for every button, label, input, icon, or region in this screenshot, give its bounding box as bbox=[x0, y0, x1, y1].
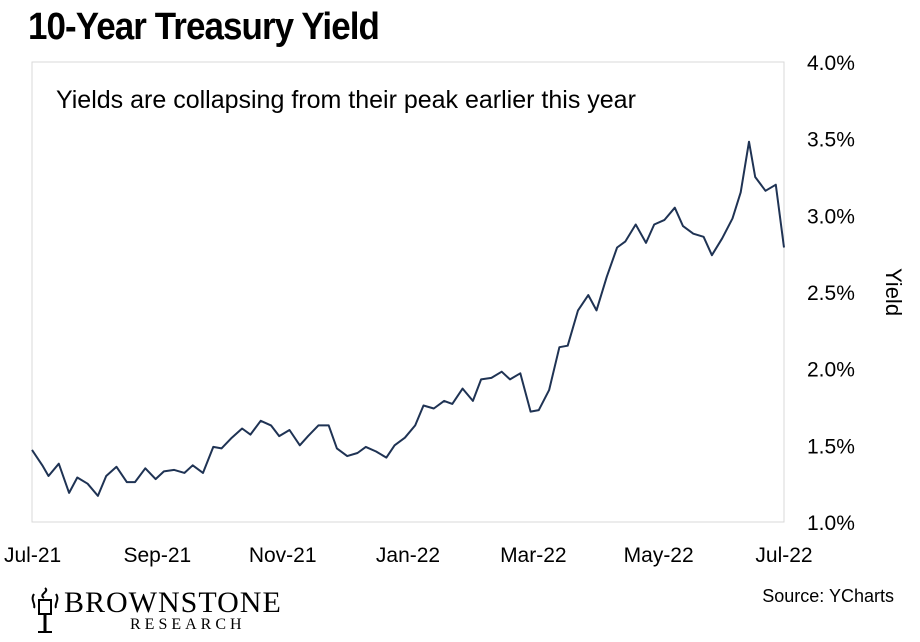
series-line bbox=[31, 140, 785, 497]
x-tick-label: Jul-22 bbox=[755, 544, 812, 567]
x-tick-label: May-22 bbox=[624, 544, 694, 567]
x-axis-ticks: Jul-21 Sep-21 Nov-21 Jan-22 Mar-22 May-22 Jul-… bbox=[4, 544, 813, 567]
y-tick-label: 2.5% bbox=[807, 282, 855, 305]
y-tick-label: 4.0% bbox=[807, 52, 855, 75]
y-tick-label: 1.0% bbox=[807, 512, 855, 535]
plot-frame bbox=[31, 61, 785, 523]
y-axis-label: Yield bbox=[881, 268, 906, 316]
chart-title: 10-Year Treasury Yield bbox=[28, 6, 380, 48]
y-tick-label: 1.5% bbox=[807, 435, 855, 458]
logo-subtitle: RESEARCH bbox=[130, 616, 246, 633]
logo-name: BROWNSTONE bbox=[64, 586, 282, 619]
chart-annotation: Yields are collapsing from their peak ea… bbox=[56, 86, 636, 114]
x-tick-label: Jan-22 bbox=[376, 544, 440, 567]
x-tick-label: Sep-21 bbox=[123, 544, 191, 567]
chart: Yields are collapsing from their peak ea… bbox=[4, 52, 906, 567]
x-tick-label: Mar-22 bbox=[500, 544, 567, 567]
brownstone-logo: BROWNSTONE RESEARCH bbox=[30, 584, 330, 636]
source-note: Source: YCharts bbox=[762, 586, 894, 606]
y-tick-label: 3.5% bbox=[807, 129, 855, 152]
y-tick-label: 3.0% bbox=[807, 205, 855, 228]
x-tick-label: Nov-21 bbox=[249, 544, 317, 567]
y-axis-ticks: 1.0% 1.5% 2.0% 2.5% 3.0% 3.5% 4.0% bbox=[807, 52, 855, 535]
lamp-icon bbox=[31, 587, 59, 633]
y-tick-label: 2.0% bbox=[807, 359, 855, 382]
x-tick-label: Jul-21 bbox=[4, 544, 61, 567]
